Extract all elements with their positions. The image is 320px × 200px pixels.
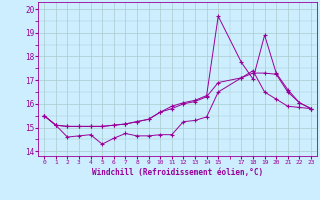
X-axis label: Windchill (Refroidissement éolien,°C): Windchill (Refroidissement éolien,°C) [92,168,263,177]
